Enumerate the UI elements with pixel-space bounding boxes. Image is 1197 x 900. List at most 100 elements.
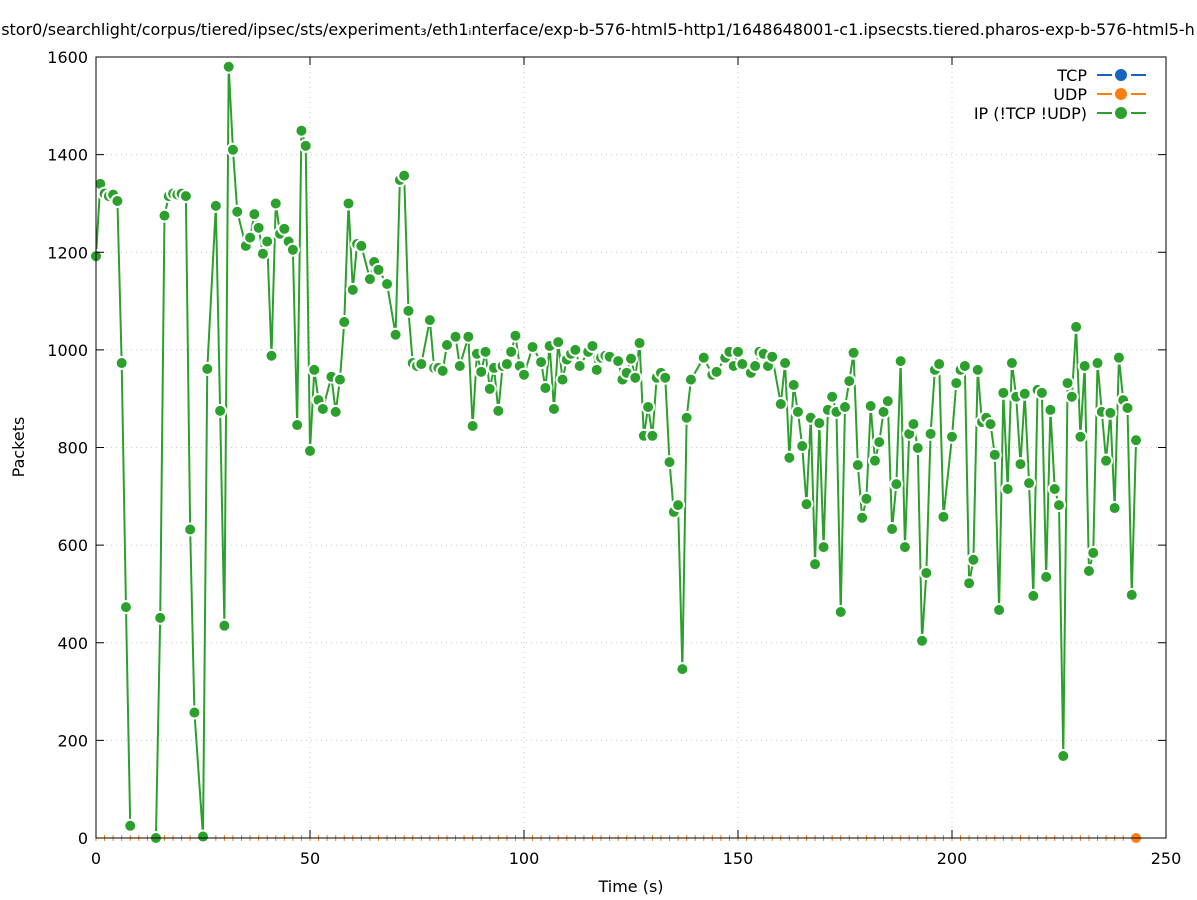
data-point [525, 339, 540, 354]
legend-marker [1115, 69, 1127, 81]
data-point [867, 453, 882, 468]
data-point [962, 576, 977, 591]
data-point [628, 370, 643, 385]
data-point [855, 510, 870, 525]
data-point [778, 356, 793, 371]
data-point [217, 618, 232, 633]
data-point [632, 336, 647, 351]
data-point [251, 220, 266, 235]
data-point [1017, 386, 1032, 401]
data-point [213, 403, 228, 418]
data-point [422, 313, 437, 328]
data-point [773, 397, 788, 412]
data-point [709, 364, 724, 379]
legend-marker [1115, 107, 1127, 119]
data-point [230, 204, 245, 219]
data-point [1111, 350, 1126, 365]
data-point [683, 372, 698, 387]
data-point [662, 455, 677, 470]
data-point [538, 380, 553, 395]
data-point [957, 358, 972, 373]
data-point [118, 600, 133, 615]
y-tick-label: 1000 [47, 341, 88, 360]
legend-marker [1115, 88, 1127, 100]
data-point [371, 262, 386, 277]
data-point [731, 344, 745, 359]
data-point [1000, 481, 1015, 496]
data-point [499, 357, 514, 372]
data-point [414, 357, 429, 372]
data-point [157, 208, 172, 223]
data-point [465, 419, 480, 434]
series-layer [89, 59, 1144, 845]
data-point [337, 315, 352, 330]
data-point [889, 477, 904, 492]
data-point [243, 230, 258, 245]
x-tick-label: 150 [723, 849, 754, 868]
data-point [247, 207, 262, 222]
data-point [332, 372, 347, 387]
data-point [315, 401, 330, 416]
data-point [624, 351, 638, 366]
data-point [833, 604, 848, 619]
data-point [1043, 402, 1058, 417]
data-point [1077, 358, 1092, 373]
data-point [1004, 356, 1019, 371]
data-point [1107, 501, 1122, 516]
data-point [641, 399, 656, 414]
data-point [765, 349, 780, 364]
data-point [1064, 389, 1079, 404]
data-point [264, 348, 279, 363]
data-point [196, 829, 210, 844]
data-point [1090, 356, 1105, 371]
data-point [585, 338, 600, 353]
data-point [354, 238, 369, 253]
data-point [983, 417, 998, 432]
data-point [294, 123, 309, 138]
data-point [260, 234, 275, 249]
data-point [782, 450, 797, 465]
data-point [1120, 400, 1135, 415]
data-point [658, 370, 673, 385]
x-tick-label: 100 [509, 849, 540, 868]
data-point [906, 417, 921, 432]
data-point [110, 193, 125, 208]
data-point [187, 705, 202, 720]
data-point [880, 394, 895, 409]
data-point [551, 335, 566, 350]
data-point [816, 540, 831, 555]
data-point [1022, 476, 1037, 491]
data-point [611, 354, 626, 369]
legend-label: UDP [1053, 85, 1087, 104]
data-point [936, 509, 951, 524]
y-tick-label: 0 [78, 829, 88, 848]
data-point [696, 350, 711, 365]
data-point [341, 196, 356, 211]
data-point [679, 410, 694, 425]
data-point [290, 418, 305, 433]
data-point [401, 303, 416, 318]
data-point [838, 399, 852, 414]
data-point [1056, 748, 1071, 763]
data-point [1081, 563, 1096, 578]
data-point [790, 404, 805, 419]
data-point [277, 221, 292, 236]
data-point [808, 557, 823, 572]
data-point [482, 381, 497, 396]
data-point [966, 552, 981, 567]
data-point [910, 440, 925, 455]
data-point [123, 818, 138, 833]
data-point [893, 354, 908, 369]
data-point [885, 522, 900, 537]
data-point [345, 282, 360, 297]
data-point [568, 342, 583, 357]
data-point [1047, 481, 1062, 496]
data-point [1026, 588, 1041, 603]
data-point [1129, 433, 1144, 448]
data-point [915, 633, 930, 648]
data-point [1013, 457, 1028, 472]
y-tick-label: 400 [57, 634, 88, 653]
data-point [1099, 453, 1114, 468]
data-point [380, 276, 395, 291]
